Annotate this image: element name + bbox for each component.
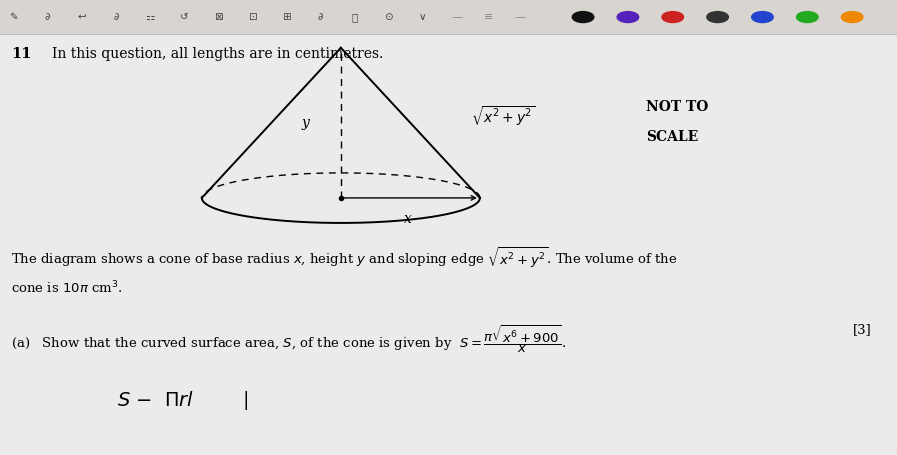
Circle shape	[617, 12, 639, 22]
Text: ∨: ∨	[419, 12, 426, 22]
Text: ⏲: ⏲	[352, 12, 357, 22]
Text: ↩: ↩	[77, 12, 86, 22]
Circle shape	[662, 12, 684, 22]
Text: ≡: ≡	[484, 12, 493, 22]
Text: y: y	[301, 116, 309, 130]
Text: (a)   Show that the curved surface area, $S$, of the cone is given by  $S = \dfr: (a) Show that the curved surface area, $…	[11, 323, 566, 355]
Text: NOT TO: NOT TO	[646, 100, 709, 114]
Text: ⚏: ⚏	[145, 12, 154, 22]
Text: |: |	[242, 390, 248, 410]
Text: In this question, all lengths are in centimetres.: In this question, all lengths are in cen…	[52, 47, 383, 61]
Text: $\mathit{S}$ $-$  $\Pi\mathit{rl}$: $\mathit{S}$ $-$ $\Pi\mathit{rl}$	[117, 390, 194, 410]
Text: ⊙: ⊙	[384, 12, 393, 22]
Text: cone is $10\pi$ cm$^3$.: cone is $10\pi$ cm$^3$.	[11, 280, 122, 296]
Text: $\sqrt{x^2+y^2}$: $\sqrt{x^2+y^2}$	[471, 104, 536, 128]
Circle shape	[707, 12, 728, 22]
Text: ⊡: ⊡	[248, 12, 257, 22]
Circle shape	[797, 12, 818, 22]
Text: ⊠: ⊠	[213, 12, 222, 22]
Text: ⊞: ⊞	[282, 12, 291, 22]
Text: ∂: ∂	[113, 12, 118, 22]
Text: ∂: ∂	[45, 12, 50, 22]
Text: —: —	[515, 12, 526, 22]
Text: x: x	[405, 212, 412, 226]
Circle shape	[572, 12, 594, 22]
Text: 11: 11	[12, 47, 32, 61]
FancyBboxPatch shape	[0, 0, 897, 34]
Circle shape	[841, 12, 863, 22]
Circle shape	[752, 12, 773, 22]
Text: ✎: ✎	[9, 12, 18, 22]
Text: SCALE: SCALE	[646, 130, 698, 144]
Text: [3]: [3]	[853, 323, 872, 336]
Text: ↺: ↺	[179, 12, 188, 22]
Text: —: —	[452, 12, 463, 22]
Text: The diagram shows a cone of base radius $x$, height $y$ and sloping edge $\sqrt{: The diagram shows a cone of base radius …	[11, 246, 677, 270]
Text: ∂: ∂	[318, 12, 323, 22]
